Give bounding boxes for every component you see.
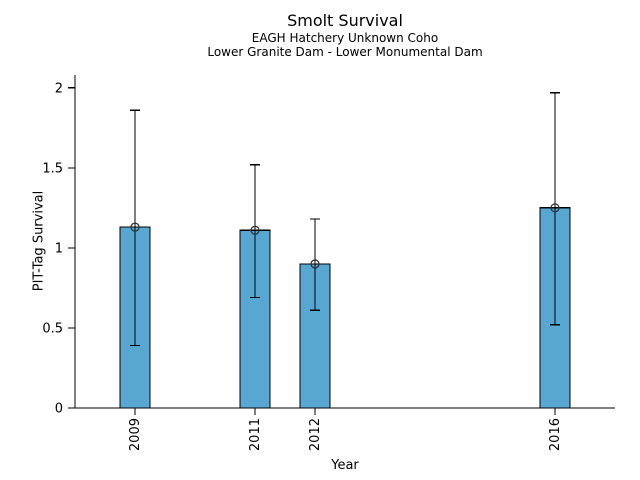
data-point-marker-2009 [130, 222, 140, 232]
y-tick-label-2: 2 [55, 81, 63, 96]
y-tick-label-0.5: 0.5 [42, 321, 63, 336]
y-tick-label-1: 1 [55, 241, 63, 256]
y-tick-label-1.5: 1.5 [42, 161, 63, 176]
x-axis-label: Year [331, 458, 359, 473]
chart-title: Smolt Survival [287, 11, 403, 30]
chart-subtitle-line2: Lower Granite Dam - Lower Monumental Dam [207, 45, 483, 59]
data-point-marker-2012 [310, 259, 320, 269]
x-tick-label-2009: 2009 [128, 418, 143, 451]
chart-subtitle-line1: EAGH Hatchery Unknown Coho [251, 31, 439, 45]
data-point-marker-2016 [550, 203, 560, 213]
x-tick-label-2011: 2011 [248, 418, 263, 451]
data-point-marker-2011 [250, 225, 260, 235]
y-tick-label-0: 0 [55, 402, 63, 417]
x-tick-label-2016: 2016 [548, 418, 563, 451]
x-tick-label-2012: 2012 [308, 418, 323, 451]
